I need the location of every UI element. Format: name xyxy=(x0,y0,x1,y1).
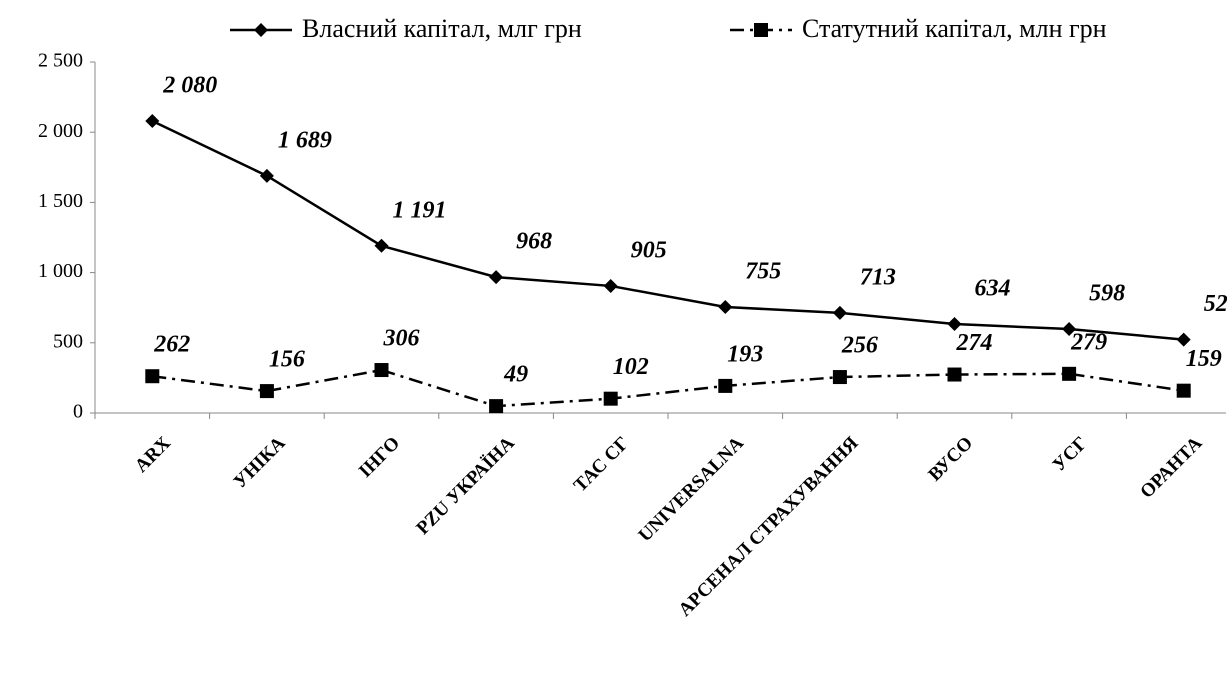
data-label: 755 xyxy=(745,258,781,284)
data-label: 523 xyxy=(1204,291,1227,317)
marker-square xyxy=(145,369,160,384)
data-label: 274 xyxy=(956,330,993,356)
data-label: 262 xyxy=(153,332,190,358)
data-label: 905 xyxy=(631,237,667,263)
y-tick-label: 0 xyxy=(73,401,83,423)
marker-diamond xyxy=(832,305,847,320)
marker-square xyxy=(259,384,274,399)
data-label: 279 xyxy=(1070,329,1107,355)
x-tick-label: ARX xyxy=(131,433,175,477)
data-label: 1 689 xyxy=(278,127,332,153)
x-tick-label: ІНГО xyxy=(355,433,404,482)
x-tick-label: ОРАНТА xyxy=(1136,433,1206,503)
marker-diamond xyxy=(947,316,962,331)
data-label: 968 xyxy=(516,229,552,255)
legend-marker xyxy=(754,23,768,37)
data-label: 306 xyxy=(383,326,420,352)
series-line xyxy=(152,368,1184,408)
legend-label: Власний капітал, млг грн xyxy=(302,14,582,43)
data-label: 634 xyxy=(975,275,1011,301)
marker-diamond xyxy=(145,113,160,128)
x-tick-label: ТАС СГ xyxy=(570,433,633,496)
marker-diamond xyxy=(718,299,733,314)
marker-diamond xyxy=(259,168,274,183)
marker-square xyxy=(718,378,733,393)
marker-diamond xyxy=(489,270,504,285)
marker-diamond xyxy=(1176,332,1191,347)
x-tick-label: УНІКА xyxy=(230,433,290,493)
data-label: 156 xyxy=(269,347,305,373)
x-tick-label: UNIVERSALNA xyxy=(635,433,749,547)
marker-square xyxy=(374,363,389,378)
data-label: 1 191 xyxy=(393,197,447,223)
marker-square xyxy=(1062,366,1077,381)
data-label: 598 xyxy=(1089,281,1125,307)
marker-square xyxy=(1176,383,1191,398)
y-tick-label: 500 xyxy=(53,330,83,352)
y-tick-label: 1 500 xyxy=(38,190,83,212)
marker-square xyxy=(832,370,847,385)
y-tick-label: 2 000 xyxy=(38,120,83,142)
x-tick-label: АРСЕНАЛ СТРАХУВАННЯ xyxy=(675,433,863,621)
data-label: 2 080 xyxy=(162,72,217,98)
data-label: 159 xyxy=(1186,346,1222,372)
data-label: 256 xyxy=(841,333,878,359)
y-tick-label: 2 500 xyxy=(38,50,83,72)
marker-square xyxy=(603,391,618,406)
series-line xyxy=(151,119,1184,341)
marker-square xyxy=(947,367,962,382)
marker-diamond xyxy=(374,238,389,253)
legend-label: Статутний капітал, млн грн xyxy=(802,14,1107,43)
data-label: 193 xyxy=(727,341,763,367)
data-label: 49 xyxy=(503,362,528,388)
legend-marker xyxy=(254,23,268,37)
x-tick-label: ВУСО xyxy=(924,433,977,486)
x-tick-label: PZU УКРАЇНА xyxy=(412,433,518,539)
marker-square xyxy=(489,399,504,414)
data-label: 102 xyxy=(613,354,649,380)
y-tick-label: 1 000 xyxy=(38,260,83,282)
marker-diamond xyxy=(603,278,618,293)
data-label: 713 xyxy=(860,264,896,290)
x-tick-label: УСГ xyxy=(1049,433,1092,476)
marker-diamond xyxy=(1062,322,1077,337)
